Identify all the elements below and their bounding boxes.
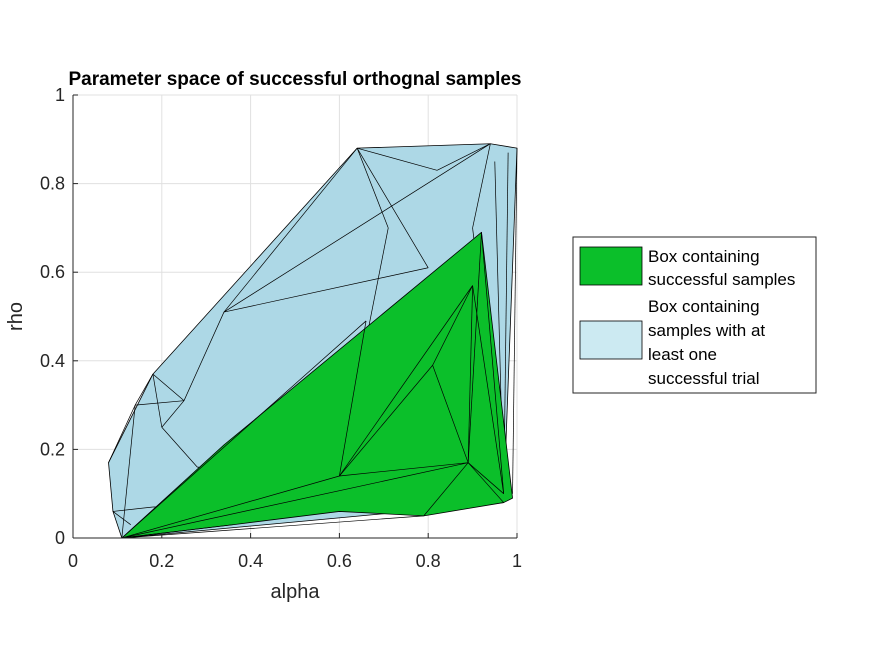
mesh-edge bbox=[467, 232, 482, 463]
x-tick-label: 0.6 bbox=[327, 551, 352, 571]
legend-label-line: successful samples bbox=[648, 270, 795, 289]
mesh-edge bbox=[121, 475, 340, 539]
mesh-edge bbox=[152, 374, 163, 428]
mesh-edge bbox=[112, 511, 131, 525]
mesh-edge bbox=[121, 405, 136, 539]
mesh-edge bbox=[223, 143, 491, 313]
mesh-edge bbox=[356, 148, 389, 229]
mesh-edge bbox=[423, 462, 469, 517]
x-tick-labels: 0 0.2 0.4 0.6 0.8 1 bbox=[68, 533, 522, 571]
mesh-edge bbox=[121, 320, 367, 539]
mesh-edge bbox=[183, 311, 225, 401]
mesh-edge bbox=[432, 285, 473, 366]
legend-label-line: Box containing bbox=[648, 247, 760, 266]
y-axis-label: rho bbox=[5, 302, 27, 331]
mesh-edge bbox=[467, 462, 504, 503]
mesh-edge bbox=[161, 400, 185, 428]
legend-swatch bbox=[579, 320, 643, 360]
mesh-edge bbox=[112, 506, 153, 512]
mesh-edge bbox=[357, 147, 438, 171]
chart-title: Parameter space of successful orthognal … bbox=[68, 69, 521, 90]
mesh-edge bbox=[432, 365, 469, 463]
mesh-edge bbox=[121, 524, 233, 539]
legend-entry[interactable]: Box containing samples with at least one su… bbox=[579, 297, 765, 388]
x-tick-label: 0 bbox=[68, 551, 78, 571]
y-tick-label: 0.4 bbox=[40, 351, 65, 371]
mesh-edge bbox=[436, 143, 491, 171]
y-tick-labels: 0 0.2 0.4 0.6 0.8 1 bbox=[40, 85, 78, 548]
mesh-edge bbox=[339, 285, 473, 477]
mesh-edge bbox=[339, 365, 433, 477]
mesh-edge bbox=[108, 404, 136, 463]
x-tick-label: 0.8 bbox=[416, 551, 441, 571]
legend-label-line: least one bbox=[648, 345, 717, 364]
x-tick-label: 0.2 bbox=[149, 551, 174, 571]
series-layer bbox=[108, 143, 518, 539]
mesh-edge bbox=[467, 462, 504, 494]
x-tick-label: 0.4 bbox=[238, 551, 263, 571]
series-success-region bbox=[121, 231, 513, 539]
legend-swatch bbox=[579, 246, 643, 286]
mesh-edge bbox=[161, 427, 198, 468]
mesh-edge bbox=[121, 462, 469, 539]
mesh-edge bbox=[339, 462, 469, 477]
mesh-edge bbox=[481, 232, 505, 494]
y-tick-label: 0.2 bbox=[40, 439, 65, 459]
mesh-edge bbox=[134, 373, 154, 406]
mesh-edge bbox=[135, 400, 185, 406]
mesh-edge bbox=[152, 373, 185, 401]
legend-label-line: Box containing bbox=[648, 297, 760, 316]
y-tick-label: 1 bbox=[55, 85, 65, 105]
plot-axes[interactable]: 0 0.2 0.4 0.6 0.8 1 0 0.2 0.4 0.6 0.8 1 bbox=[40, 85, 522, 571]
mesh-edge bbox=[472, 285, 505, 494]
mesh-edge bbox=[356, 147, 429, 268]
mesh-edge bbox=[467, 285, 473, 463]
y-tick-label: 0.8 bbox=[40, 174, 65, 194]
mesh-edge bbox=[121, 515, 424, 539]
mesh-edge bbox=[223, 147, 358, 313]
y-tick-label: 0.6 bbox=[40, 262, 65, 282]
mesh-edge bbox=[512, 148, 518, 494]
mesh-edge bbox=[339, 320, 367, 477]
axis-lines bbox=[72, 95, 517, 539]
mesh-edge bbox=[472, 143, 491, 228]
legend-label-line: successful trial bbox=[648, 369, 759, 388]
y-tick-label: 0 bbox=[55, 528, 65, 548]
x-tick-label: 1 bbox=[512, 551, 522, 571]
x-axis-label: alpha bbox=[271, 581, 321, 603]
mesh-edge bbox=[223, 267, 429, 313]
legend-label-line: samples with at bbox=[648, 321, 765, 340]
legend-entry[interactable]: Box containing successful samples bbox=[579, 246, 795, 289]
